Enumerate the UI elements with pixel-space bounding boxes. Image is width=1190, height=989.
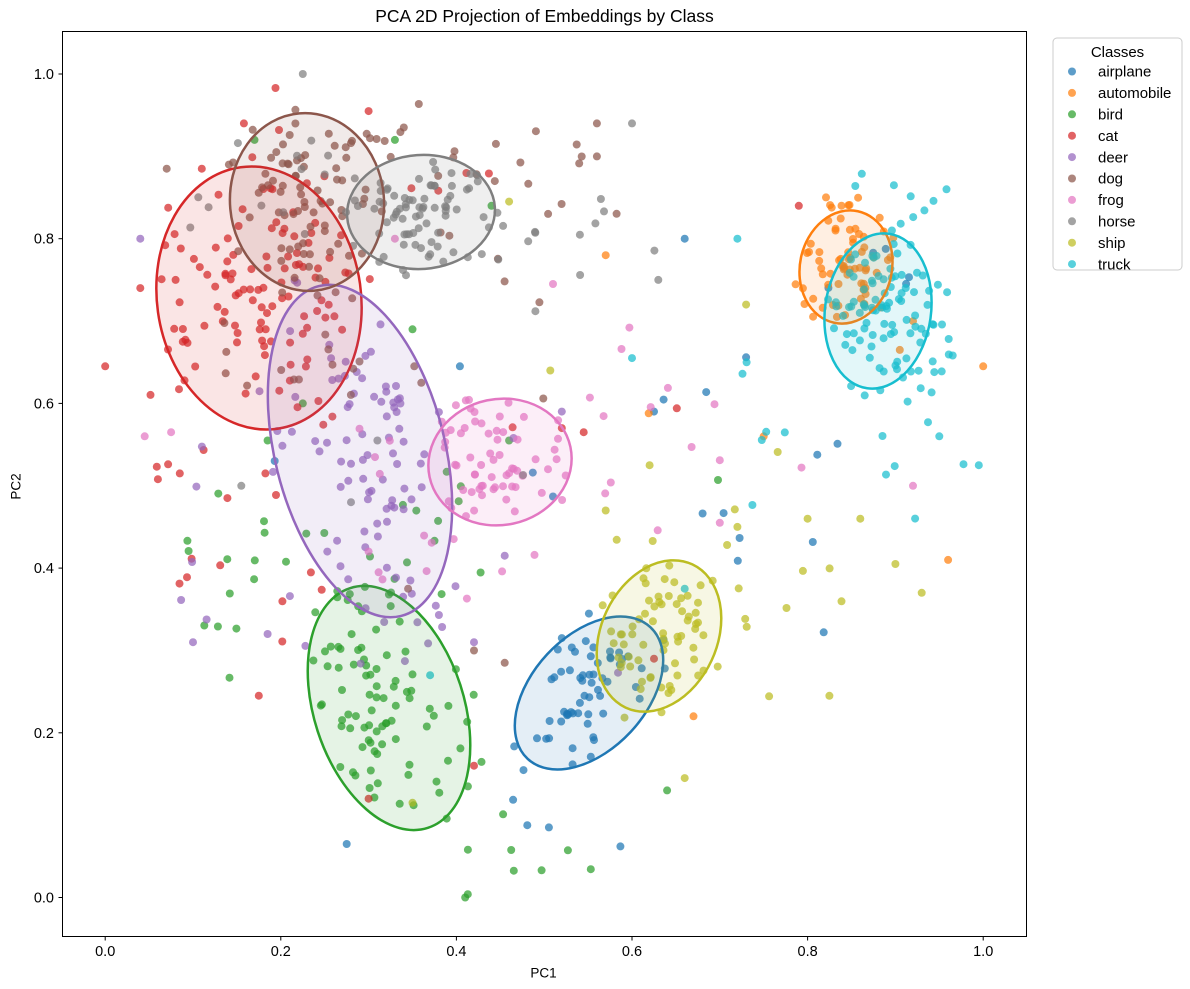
svg-text:automobile: automobile: [1098, 85, 1171, 102]
svg-text:PCA 2D Projection of Embedding: PCA 2D Projection of Embeddings by Class: [375, 6, 714, 26]
svg-text:deer: deer: [1098, 149, 1128, 166]
svg-text:0.0: 0.0: [95, 944, 115, 960]
svg-text:bird: bird: [1098, 107, 1123, 124]
svg-text:1.0: 1.0: [973, 944, 993, 960]
svg-text:0.0: 0.0: [34, 891, 54, 907]
svg-text:0.6: 0.6: [34, 396, 54, 412]
svg-text:1.0: 1.0: [34, 67, 54, 83]
svg-text:PC2: PC2: [9, 473, 24, 499]
svg-text:0.8: 0.8: [798, 944, 818, 960]
svg-text:PC1: PC1: [530, 966, 556, 981]
svg-text:0.6: 0.6: [622, 944, 642, 960]
svg-text:0.4: 0.4: [446, 944, 466, 960]
svg-text:dog: dog: [1098, 171, 1123, 188]
svg-text:truck: truck: [1098, 256, 1131, 273]
svg-text:0.2: 0.2: [271, 944, 291, 960]
svg-text:0.4: 0.4: [34, 561, 54, 577]
svg-text:airplane: airplane: [1098, 64, 1151, 81]
svg-text:frog: frog: [1098, 192, 1124, 209]
svg-text:0.2: 0.2: [34, 726, 54, 742]
svg-text:cat: cat: [1098, 128, 1119, 145]
svg-text:Classes: Classes: [1091, 44, 1144, 61]
svg-text:0.8: 0.8: [34, 232, 54, 248]
svg-text:horse: horse: [1098, 214, 1136, 231]
svg-text:ship: ship: [1098, 235, 1126, 252]
